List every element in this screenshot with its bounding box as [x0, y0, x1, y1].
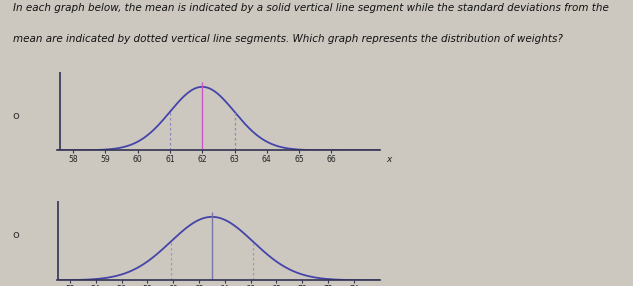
- Text: mean are indicated by dotted vertical line segments. Which graph represents the : mean are indicated by dotted vertical li…: [13, 34, 563, 44]
- Text: In each graph below, the mean is indicated by a solid vertical line segment whil: In each graph below, the mean is indicat…: [13, 3, 608, 13]
- Text: x: x: [386, 285, 392, 286]
- Text: o: o: [13, 230, 19, 239]
- Text: o: o: [13, 111, 19, 121]
- Text: x: x: [386, 155, 392, 164]
